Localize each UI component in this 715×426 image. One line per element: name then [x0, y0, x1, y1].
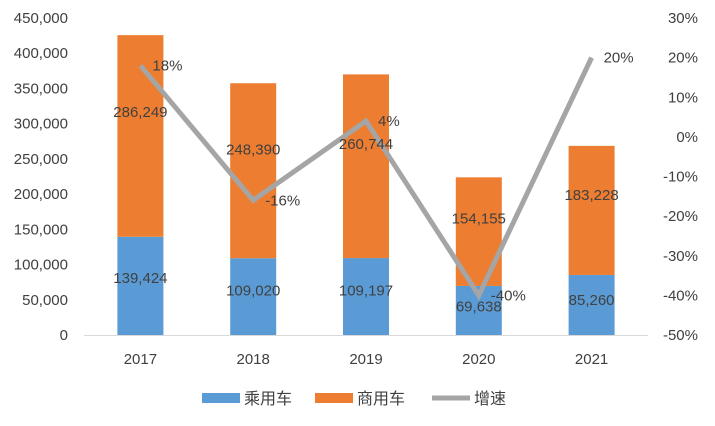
category-label: 2018 [237, 351, 270, 368]
line-value-label: 4% [378, 113, 400, 130]
category-label: 2020 [462, 351, 495, 368]
bar-commercial [343, 74, 389, 259]
right-tick-label: 30% [668, 10, 698, 27]
legend-label: 商用车 [357, 390, 405, 408]
left-tick-label: 250,000 [14, 151, 68, 168]
right-tick-label: -50% [663, 327, 698, 344]
line-value-label: 20% [604, 50, 634, 67]
bar-value-label: 109,020 [226, 282, 280, 299]
left-tick-label: 350,000 [14, 80, 68, 97]
left-axis-ticks: 0 50,000 100,000 150,000 200,000 250,000 300,0… [14, 10, 68, 344]
category-labels: 2017 2018 2019 2020 2021 [124, 351, 609, 368]
bar-passenger [117, 236, 164, 335]
bar-value-label: 139,424 [113, 270, 167, 287]
line-value-label: -16% [265, 192, 300, 209]
category-label: 2021 [575, 351, 608, 368]
line-value-label: 18% [152, 58, 182, 75]
right-tick-label: -40% [663, 287, 698, 304]
left-tick-label: 150,000 [14, 221, 68, 238]
right-tick-label: -20% [663, 208, 698, 225]
right-tick-label: 20% [668, 50, 698, 67]
legend-label: 乘用车 [244, 390, 292, 408]
left-tick-label: 0 [60, 327, 68, 344]
bar-passenger [568, 274, 615, 335]
bar-commercial [230, 83, 277, 259]
bar-value-label: 154,155 [452, 211, 506, 228]
line-value-label: -40% [491, 287, 526, 304]
left-tick-label: 300,000 [14, 116, 68, 133]
category-label: 2017 [124, 351, 157, 368]
bar-value-label: 85,260 [569, 292, 615, 309]
left-tick-label: 100,000 [14, 257, 68, 274]
left-tick-label: 400,000 [14, 45, 68, 62]
left-tick-label: 200,000 [14, 186, 68, 203]
bar-value-label: 248,390 [226, 142, 280, 159]
right-tick-label: 0% [676, 129, 698, 146]
left-tick-label: 50,000 [22, 292, 68, 309]
category-label: 2019 [349, 351, 382, 368]
bar-value-label: 109,197 [339, 282, 393, 299]
bar-passenger [343, 258, 389, 335]
bar-value-label: 183,228 [564, 187, 618, 204]
bar-value-label: 260,744 [339, 136, 393, 153]
right-tick-label: -30% [663, 248, 698, 265]
line-data-labels: 18% -16% 4% -40% 20% [152, 50, 633, 305]
legend-swatch [202, 393, 240, 403]
bar-passenger [230, 258, 277, 335]
right-axis-ticks: -50% -40% -30% -20% -10% 0% 10% 20% 30% [663, 10, 698, 344]
left-tick-label: 450,000 [14, 10, 68, 27]
right-tick-label: -10% [663, 169, 698, 186]
bar-data-labels: 139,424 286,249 109,020 248,390 109,197 260,7… [113, 104, 618, 316]
legend-swatch [315, 393, 353, 403]
bar-commercial [568, 145, 615, 275]
legend-label: 增速 [474, 390, 506, 408]
growth-line [138, 56, 594, 301]
bar-value-label: 286,249 [113, 104, 167, 121]
right-tick-label: 10% [668, 89, 698, 106]
bar-value-label: 69,638 [456, 299, 502, 316]
line-series [138, 56, 594, 301]
legend: 乘用车 商用车 增速 [202, 390, 506, 408]
